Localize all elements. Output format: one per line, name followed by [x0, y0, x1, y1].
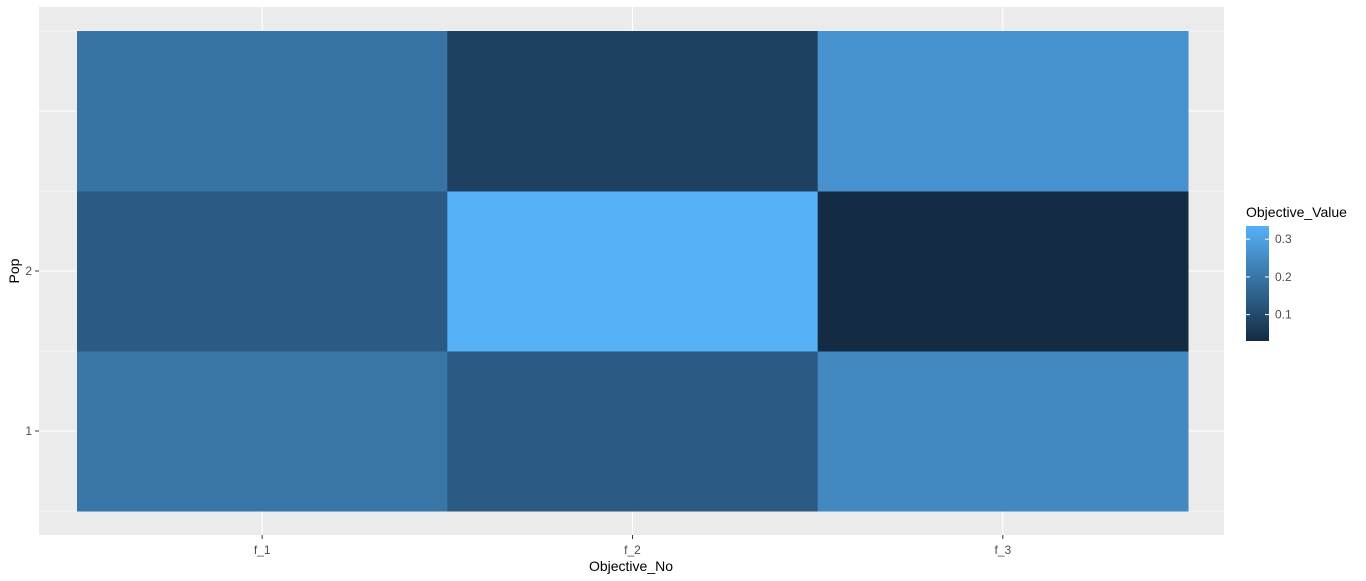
color-legend: Objective_Value 0.1 0.2 0.3 [1246, 204, 1347, 341]
heatmap-tile [77, 31, 448, 192]
x-axis: f_1 f_2 f_3 [254, 535, 1011, 557]
y-tick-label: 1 [25, 424, 32, 438]
x-tick-label: f_2 [624, 543, 641, 557]
heatmap-tile [447, 351, 819, 512]
y-axis: 12 [25, 264, 39, 438]
heatmap-tiles [77, 31, 1189, 512]
y-tick-label: 2 [25, 264, 32, 278]
x-tick-label: f_1 [254, 543, 271, 557]
x-tick-label: f_3 [994, 543, 1011, 557]
legend-ticks: 0.1 0.2 0.3 [1246, 232, 1292, 322]
heatmap-tile [77, 351, 448, 512]
heatmap-tile [77, 191, 448, 352]
heatmap-tile [447, 31, 819, 192]
heatmap-tile [817, 31, 1189, 192]
legend-colorbar [1246, 226, 1269, 341]
x-axis-title: Objective_No [589, 558, 673, 574]
heatmap-tile [817, 191, 1189, 352]
heatmap-tile [817, 351, 1189, 512]
legend-tick-label: 0.1 [1275, 308, 1292, 322]
legend-title: Objective_Value [1246, 204, 1347, 220]
legend-tick-label: 0.2 [1275, 270, 1292, 284]
heatmap-tile [447, 191, 819, 352]
y-axis-title: Pop [6, 258, 22, 283]
legend-tick-label: 0.3 [1275, 232, 1292, 246]
